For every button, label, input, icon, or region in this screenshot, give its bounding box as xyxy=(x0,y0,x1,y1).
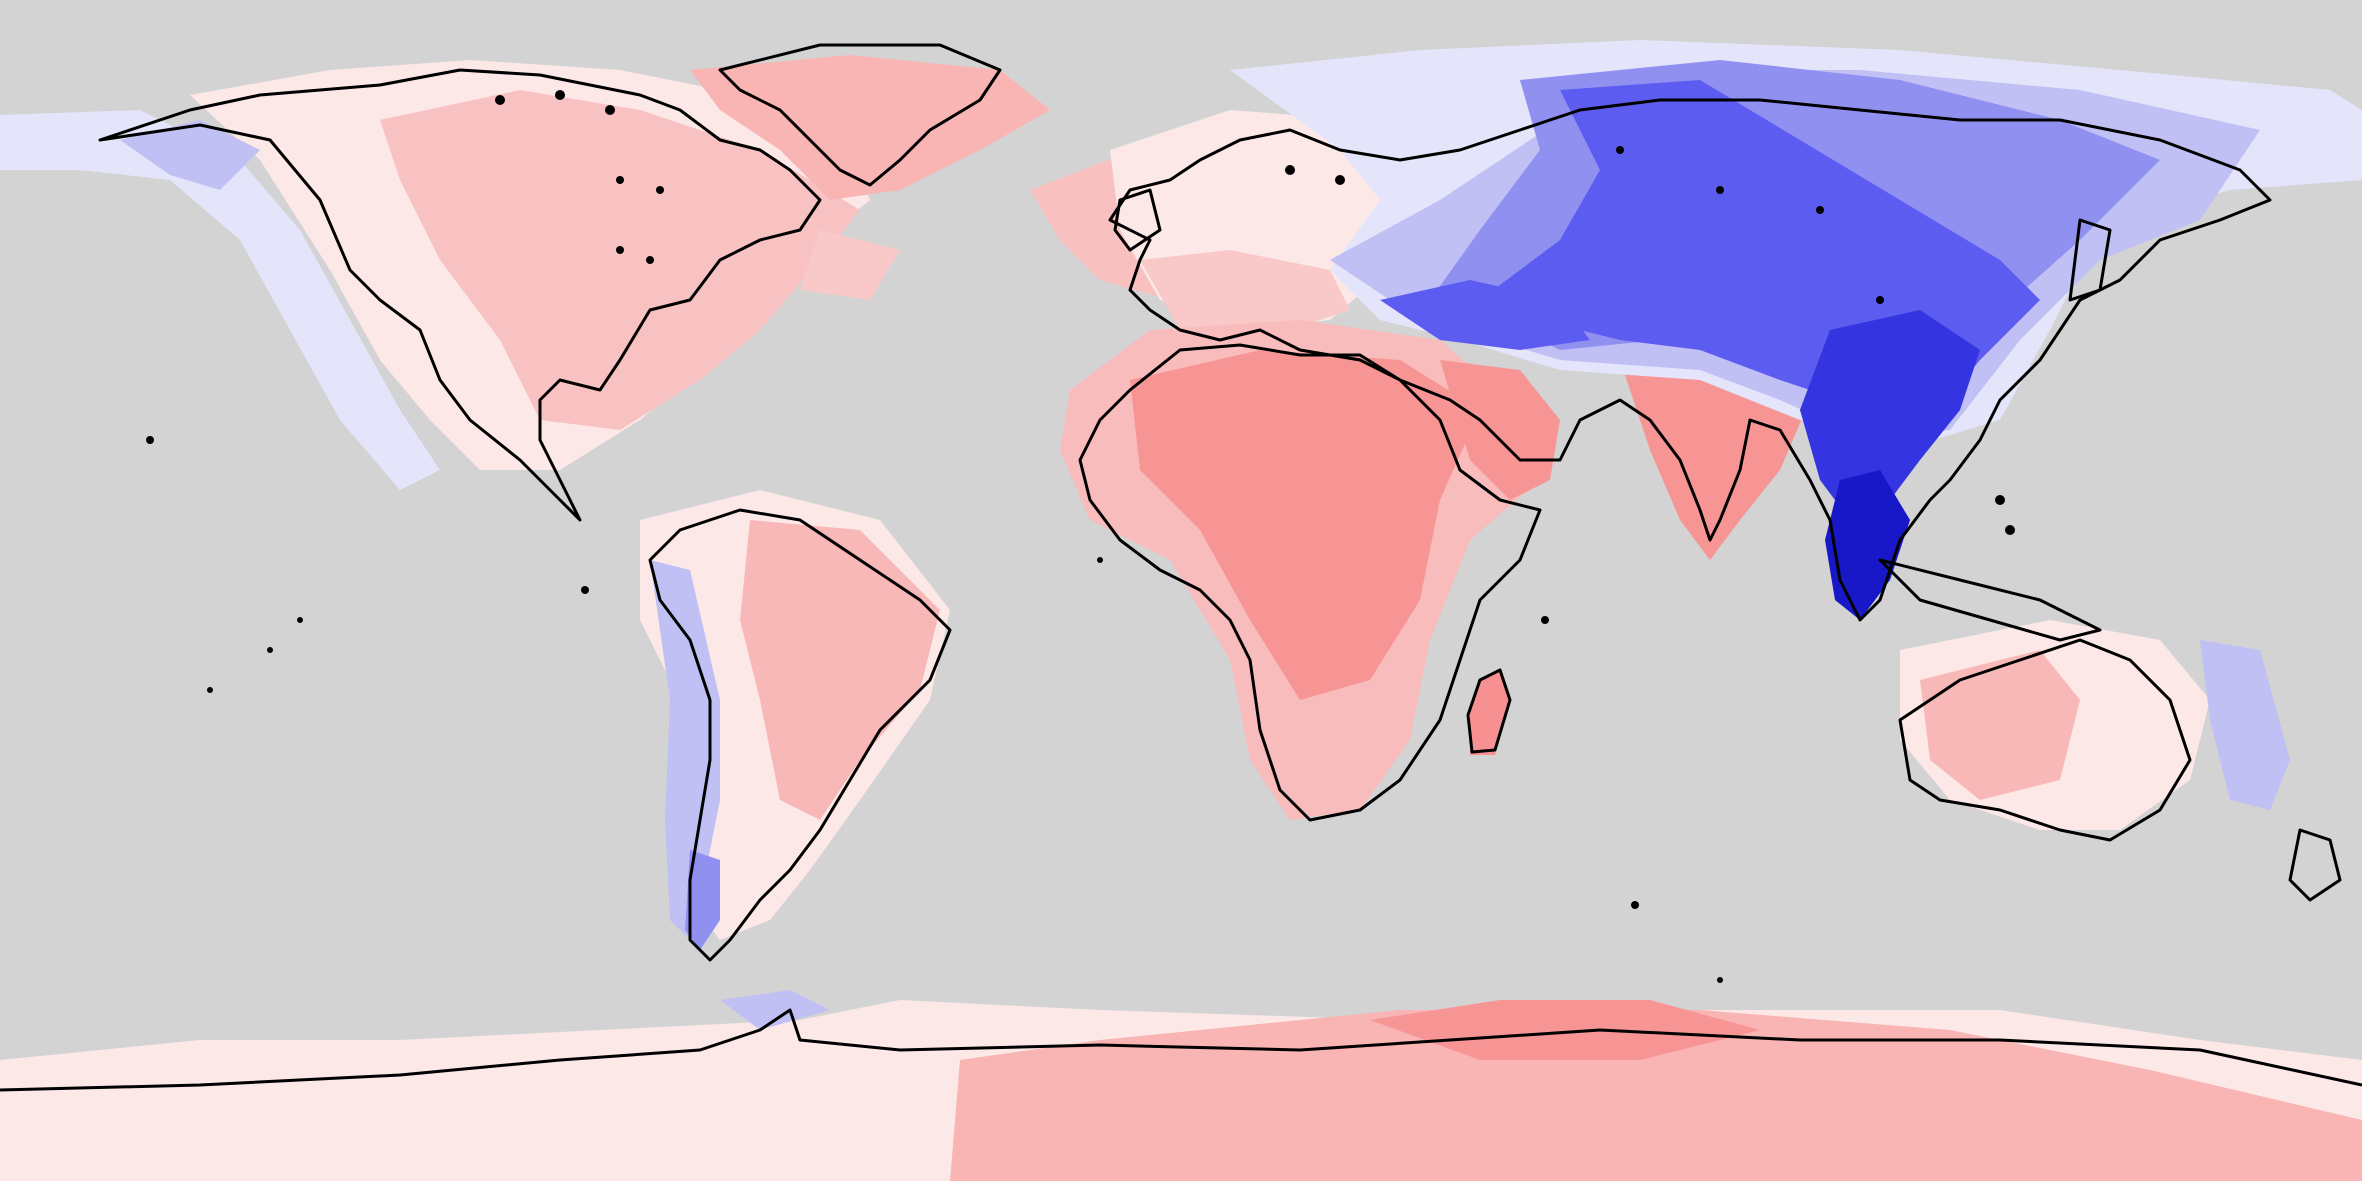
dot-pacific-1 xyxy=(146,436,154,444)
dot-siberia-1 xyxy=(1616,146,1624,154)
dot-lakes-2 xyxy=(646,256,654,264)
coast-south-america xyxy=(648,508,952,962)
dot-southern-ocean-1 xyxy=(1717,977,1723,983)
field-kazakh-blue xyxy=(1380,280,1590,350)
dot-arctic-archipelago-2 xyxy=(555,90,565,100)
coast-australia xyxy=(1898,638,2192,842)
field-alaska-blue xyxy=(120,120,260,190)
coastlines xyxy=(0,43,2362,1092)
dot-hudson-2 xyxy=(656,186,664,194)
dot-pacific-4 xyxy=(297,617,303,623)
dot-hudson-1 xyxy=(616,176,624,184)
field-australia-red xyxy=(1920,650,2080,800)
coast-africa xyxy=(1078,343,1542,822)
dot-scandinavia-1 xyxy=(1285,165,1295,175)
field-europe-pink xyxy=(1140,250,1350,340)
dot-lakes-1 xyxy=(616,246,624,254)
dot-pacific-2 xyxy=(207,687,213,693)
dot-arctic-archipelago-3 xyxy=(605,105,615,115)
dot-arctic-archipelago-1 xyxy=(495,95,505,105)
field-pacific-blue xyxy=(2200,640,2290,810)
anomaly-fields xyxy=(0,40,2362,1181)
field-greenland xyxy=(690,55,1050,200)
coast-new-zealand xyxy=(2288,828,2342,902)
coast-north-america xyxy=(98,68,822,522)
dot-philippines-2 xyxy=(2005,525,2015,535)
dot-galapagos xyxy=(581,586,589,594)
field-asia-darkest-blue xyxy=(1825,470,1910,620)
dot-siberia-3 xyxy=(1816,206,1824,214)
island-detail xyxy=(146,90,2015,983)
field-north-america-red xyxy=(380,90,860,430)
field-arabia-core xyxy=(1440,360,1560,500)
dot-kerguelen xyxy=(1631,901,1639,909)
field-antarctica-core xyxy=(1370,1000,1760,1060)
dot-china-1 xyxy=(1876,296,1884,304)
field-south-america-red xyxy=(740,520,940,820)
dot-indian-ocean-1 xyxy=(1541,616,1549,624)
coast-madagascar xyxy=(1466,668,1512,754)
coast-antarctica xyxy=(0,1008,2362,1092)
coast-british-isles xyxy=(1113,188,1162,252)
field-north-america-west-blue xyxy=(0,110,440,490)
field-antarctica-red xyxy=(950,1010,2362,1181)
coast-japan xyxy=(2068,218,2112,302)
dot-pacific-3 xyxy=(267,647,273,653)
field-andes-blue xyxy=(650,560,720,940)
dot-scandinavia-2 xyxy=(1335,175,1345,185)
field-antarctic-peninsula-blue xyxy=(720,990,830,1030)
field-africa-core xyxy=(1130,350,1480,700)
coast-greenland xyxy=(718,43,1002,187)
dot-philippines-1 xyxy=(1995,495,2005,505)
field-patagonia-blue xyxy=(685,850,720,950)
dot-siberia-2 xyxy=(1716,186,1724,194)
field-asia-darker-blue xyxy=(1800,310,1980,520)
dot-south-atlantic xyxy=(1097,557,1103,563)
field-north-atlantic xyxy=(800,230,900,300)
coast-indonesia xyxy=(1878,558,2102,642)
